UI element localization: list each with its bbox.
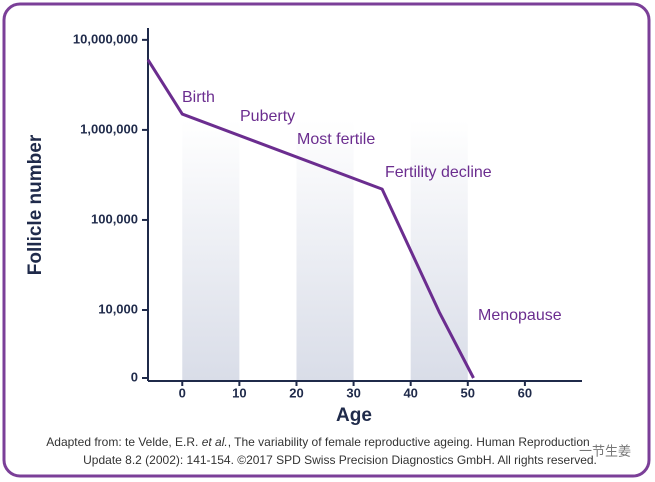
caption-line: Adapted from: te Velde, E.R. et al., The… bbox=[46, 435, 589, 449]
x-tick-label: 40 bbox=[403, 385, 417, 400]
age-bands bbox=[182, 120, 468, 380]
caption-part: Adapted from: te Velde, E.R. bbox=[46, 435, 201, 449]
series-line bbox=[146, 59, 475, 379]
y-axis-label: Follicle number bbox=[25, 134, 46, 275]
age-band bbox=[410, 120, 468, 380]
y-tick-label: 10,000 bbox=[98, 301, 138, 316]
annotation: Fertility decline bbox=[385, 164, 492, 181]
age-band bbox=[296, 120, 354, 380]
y-tick-label: 1,000,000 bbox=[80, 121, 138, 136]
x-tick-label: 0 bbox=[179, 385, 186, 400]
caption-part: , The variability of female reproductive… bbox=[228, 435, 590, 449]
x-tick-label: 60 bbox=[518, 385, 532, 400]
age-band bbox=[182, 120, 240, 380]
caption-part: et al. bbox=[202, 435, 228, 449]
x-tick-label: 10 bbox=[232, 385, 246, 400]
y-tick-label: 100,000 bbox=[91, 211, 138, 226]
annotation: Puberty bbox=[240, 108, 295, 125]
annotation: Most fertile bbox=[297, 131, 375, 148]
x-axis-label: Age bbox=[336, 405, 372, 426]
frame bbox=[2, 2, 651, 478]
x-tick-label: 50 bbox=[461, 385, 475, 400]
y-tick-label: 10,000,000 bbox=[73, 31, 138, 46]
annotation: Birth bbox=[182, 89, 215, 106]
x-tick-label: 30 bbox=[346, 385, 360, 400]
x-tick-label: 20 bbox=[289, 385, 303, 400]
annotation: Menopause bbox=[478, 307, 562, 324]
y-tick-label: 0 bbox=[131, 369, 138, 384]
watermark: 一节生姜 bbox=[579, 443, 631, 458]
caption-line: Update 8.2 (2002): 141-154. ©2017 SPD Sw… bbox=[83, 453, 597, 467]
